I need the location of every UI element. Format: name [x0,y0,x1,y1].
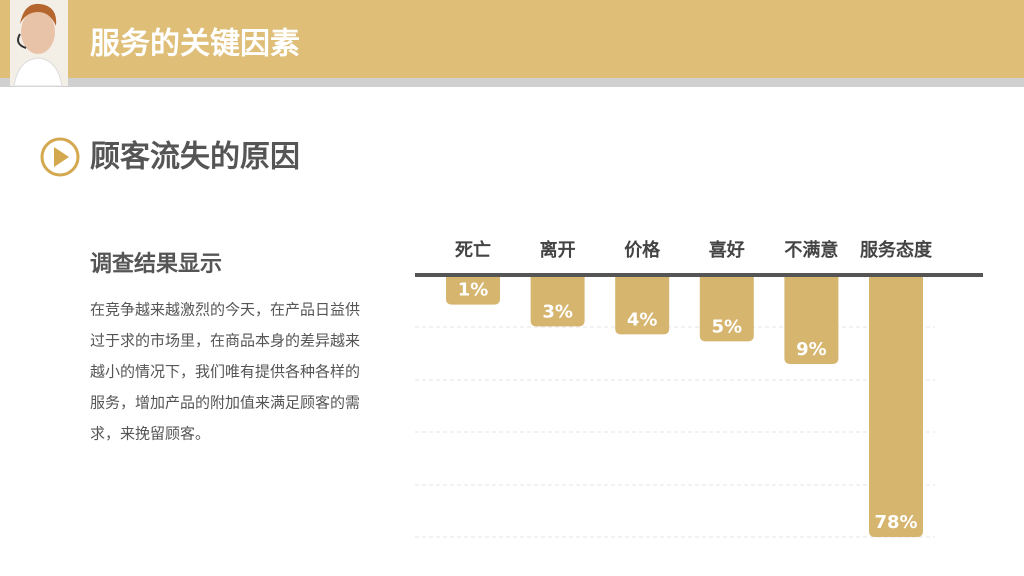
value-label: 3% [542,301,573,322]
bar [446,275,500,305]
category-label: 不满意 [784,239,838,261]
value-label: 78% [874,512,917,533]
chart: 死亡 1% 离开 3% 价格 4% 喜好 5% 不满意 9% 服务态度 78% [446,239,933,537]
bar [530,275,585,327]
category-label: 离开 [540,239,576,261]
bar [869,275,923,537]
category-label: 死亡 [455,239,491,261]
section-title: 顾客流失的原因 [90,140,300,175]
category-label: 服务态度 [860,239,933,261]
grid-decoration [415,326,935,538]
category-label: 喜好 [709,239,745,261]
value-label: 9% [796,339,827,360]
paragraph-line: 越小的情况下，我们唯有提供各种各样的 [90,363,360,381]
bar [615,275,670,335]
paragraph: 在竞争越来越激烈的今天，在产品日益供过于求的市场里，在商品本身的差异越来越小的情… [90,301,360,443]
paragraph-line: 服务，增加产品的附加值来满足顾客的需 [90,394,360,412]
value-label: 1% [458,280,489,301]
paragraph-line: 过于求的市场里，在商品本身的差异越来 [90,332,360,350]
bar [784,275,839,364]
paragraph-line: 在竞争越来越激烈的今天，在产品日益供 [90,301,360,319]
header-strip [0,78,1024,87]
avatar [10,0,68,87]
section-subtitle: 调查结果显示 [90,251,222,277]
header-title: 服务的关键因素 [90,27,300,62]
section-icon [40,137,80,177]
category-label: 价格 [624,239,661,261]
bar [699,275,754,342]
header-bar [0,0,1024,78]
paragraph-line: 求，来挽留顾客。 [90,425,210,443]
value-label: 5% [712,316,743,337]
value-label: 4% [627,309,658,330]
